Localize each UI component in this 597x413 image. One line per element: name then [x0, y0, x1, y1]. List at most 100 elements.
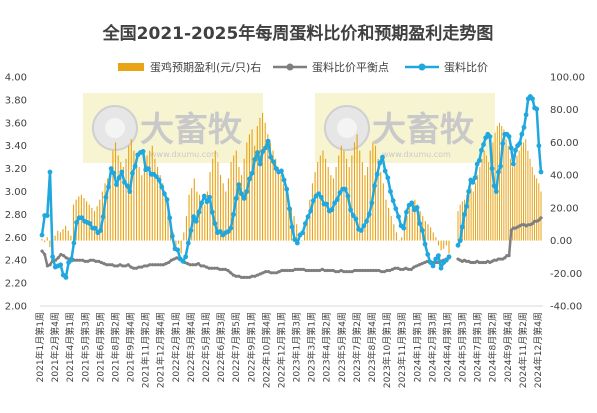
ratio-point	[409, 200, 415, 206]
profit-bar	[219, 175, 222, 241]
ratio-point	[146, 166, 151, 172]
profit-bar	[479, 166, 481, 241]
ratio-point	[372, 183, 377, 189]
profit-bar	[309, 199, 311, 241]
profit-bar	[474, 183, 476, 241]
ratio-point	[279, 168, 284, 174]
balance-point	[277, 270, 281, 274]
profit-bar	[99, 199, 101, 241]
balance-point	[417, 263, 421, 267]
ratio-point	[196, 209, 202, 215]
ratio-point	[47, 169, 53, 175]
balance-point	[137, 265, 141, 269]
balance-point	[261, 271, 265, 275]
right-tick-label: 80.00	[550, 105, 579, 116]
balance-point	[86, 259, 90, 263]
left-tick-label: 2.60	[5, 233, 27, 244]
ratio-point	[164, 197, 170, 202]
profit-bar	[416, 204, 419, 241]
profit-bar	[468, 191, 470, 241]
balance-point	[334, 270, 338, 274]
ratio-point	[241, 195, 247, 201]
watermarks: 大畜牧 www.dxumu.com 大畜牧 www.dxumu.com	[83, 93, 495, 163]
balance-point	[363, 268, 368, 273]
profit-bar	[293, 216, 295, 241]
balance-point	[97, 259, 101, 263]
ratio-point	[506, 134, 512, 139]
balance-point	[264, 270, 268, 274]
balance-point	[318, 268, 322, 273]
profit-bar	[230, 162, 232, 241]
profit-bar	[501, 126, 503, 241]
ratio-point	[257, 161, 263, 167]
balance-point	[266, 270, 271, 274]
profit-bar	[275, 158, 277, 241]
left-tick-label: 2.00	[5, 302, 27, 313]
ratio-point	[316, 191, 322, 197]
ratio-point	[446, 254, 452, 260]
ratio-point	[58, 262, 64, 268]
balance-point	[215, 266, 219, 270]
balance-point	[220, 267, 225, 271]
ratio-point	[114, 182, 119, 188]
x-tick-label: 2024年1月第1周	[411, 312, 423, 382]
profit-bar	[536, 178, 538, 241]
ratio-point	[523, 112, 529, 118]
ratio-point	[438, 265, 444, 271]
profit-bar	[483, 150, 485, 241]
balance-point	[385, 268, 389, 273]
balance-point	[239, 275, 244, 279]
balance-point	[223, 267, 227, 271]
ratio-point	[513, 147, 518, 153]
left-tick-label: 3.00	[5, 187, 27, 198]
ratio-point	[217, 229, 223, 234]
profit-bar	[259, 117, 261, 241]
x-tick-label: 2023年4月第2周	[321, 312, 333, 382]
x-tick-label: 2021年8月第2周	[110, 312, 122, 382]
profit-bar	[409, 207, 411, 241]
ratio-point	[116, 175, 122, 181]
balance-point	[158, 263, 163, 267]
profit-bar	[296, 224, 298, 241]
profit-bar	[430, 227, 432, 241]
ratio-point	[472, 175, 478, 181]
profit-bar	[403, 227, 405, 241]
balance-point	[256, 273, 260, 277]
ratio-point	[377, 160, 383, 166]
ratio-point	[193, 218, 199, 224]
balance-point	[43, 252, 47, 257]
balance-point	[507, 254, 511, 258]
profit-bar	[325, 158, 327, 241]
profit-bar	[141, 175, 143, 241]
profit-bar	[112, 150, 114, 241]
balance-point	[64, 256, 68, 260]
balance-point	[188, 263, 192, 267]
ratio-point	[183, 254, 189, 260]
balance-point	[358, 268, 362, 273]
profit-bar	[162, 183, 164, 241]
x-tick-label: 2021年2月第4周	[49, 312, 61, 382]
x-axis: 2021年1月第1周 2021年2月第4周 2021年4月第1周 2021年5月第3周…	[34, 305, 544, 388]
profit-bar	[164, 191, 166, 241]
x-tick-label: 2023年10月第1周	[381, 312, 393, 388]
ratio-point	[348, 207, 353, 213]
balance-point	[503, 256, 507, 260]
balance-point	[212, 266, 217, 270]
profit-bar	[251, 129, 253, 241]
ratio-point	[249, 170, 255, 176]
ratio-point	[44, 213, 50, 218]
x-tick-label: 2023年8月第4周	[366, 312, 378, 382]
balance-point	[113, 264, 117, 268]
ratio-point	[369, 200, 375, 206]
svg-text:www.dxumu.com: www.dxumu.com	[382, 150, 451, 159]
profit-bar	[206, 191, 208, 241]
profit-bar	[201, 199, 203, 241]
balance-point	[396, 266, 400, 270]
legend-marker-balance	[286, 63, 294, 71]
balance-point	[304, 268, 308, 273]
ratio-point	[491, 183, 497, 189]
profit-bar	[120, 162, 122, 241]
profit-bar	[96, 206, 98, 241]
profit-bar	[523, 142, 525, 241]
right-tick-label: -40.00	[550, 302, 582, 313]
